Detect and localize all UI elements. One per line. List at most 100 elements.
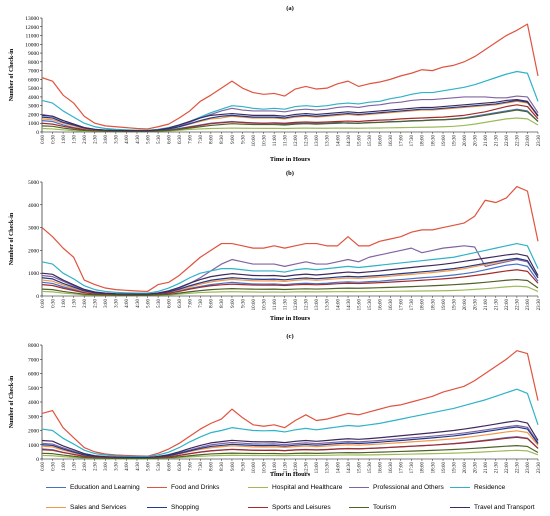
x-tick-label: 3:00 (104, 462, 109, 471)
x-tick-label: 16:30 (389, 135, 394, 147)
x-tick-label: 12:30 (305, 299, 310, 311)
series-line (41, 185, 539, 293)
y-tick-label: 0 (36, 130, 39, 136)
x-tick-label: 5:00 (146, 135, 151, 144)
legend-item: Residence (444, 479, 545, 495)
x-tick-label: 7:00 (189, 135, 194, 144)
x-tick-label: 19:00 (442, 462, 447, 474)
legend-item: Hospital and Healthcare (242, 479, 343, 495)
y-tick-label: 8000 (28, 343, 39, 349)
legend-swatch (450, 486, 470, 488)
x-tick-label: 17:00 (400, 299, 405, 311)
x-tick-label: 14:30 (347, 299, 352, 311)
x-tick-label: 5:30 (157, 299, 162, 308)
legend-label: Tourism (373, 503, 397, 511)
legend-item: Sales and Services (40, 499, 141, 515)
legend-swatch (349, 486, 369, 488)
x-tick-label: 22:00 (505, 299, 510, 311)
y-tick-label: 4000 (28, 95, 39, 101)
legend-item: Tourism (343, 499, 444, 515)
y-tick-label: 7000 (28, 69, 39, 75)
legend-swatch (46, 506, 66, 508)
chart-title: (a) (286, 5, 294, 12)
x-tick-label: 4:30 (136, 462, 141, 471)
x-tick-label: 1:30 (72, 135, 77, 144)
x-tick-label: 9:00 (231, 462, 236, 471)
x-tick-label: 3:00 (104, 299, 109, 308)
series-line (41, 70, 539, 131)
x-tick-label: 5:30 (157, 135, 162, 144)
y-tick-label: 1000 (28, 271, 39, 277)
x-tick-label: 20:30 (473, 135, 478, 147)
x-tick-label: 7:00 (189, 299, 194, 308)
x-tick-label: 22:00 (505, 462, 510, 474)
x-tick-label: 12:00 (294, 299, 299, 311)
y-tick-label: 1000 (28, 443, 39, 449)
x-tick-label: 10:00 (252, 299, 257, 311)
x-tick-label: 10:00 (252, 462, 257, 474)
x-tick-label: 13:30 (326, 462, 331, 474)
x-tick-label: 1:30 (72, 299, 77, 308)
x-tick-label: 21:30 (495, 462, 500, 474)
x-tick-label: 11:30 (284, 462, 289, 474)
x-tick-label: 6:00 (167, 299, 172, 308)
x-tick-label: 3:00 (104, 135, 109, 144)
x-tick-label: 15:00 (357, 299, 362, 311)
x-tick-label: 22:30 (516, 299, 521, 311)
legend-label: Sports and Leisures (272, 503, 331, 511)
y-tick-label: 2000 (28, 112, 39, 118)
x-tick-label: 2:30 (94, 135, 99, 144)
legend-swatch (450, 506, 470, 508)
x-tick-label: 21:00 (484, 462, 489, 474)
figure-canvas: (a) 0 1000 2000 3000 4000 5000 6000 7000 8000 9000… (9, 5, 542, 478)
x-tick-label: 4:00 (125, 135, 130, 144)
x-tick-label: 8:00 (210, 299, 215, 308)
x-tick-label: 10:30 (262, 135, 267, 147)
x-tick-label: 8:00 (210, 135, 215, 144)
x-tick-label: 21:30 (495, 135, 500, 147)
x-tick-label: 23:00 (526, 462, 531, 474)
x-tick-label: 23:30 (537, 462, 542, 474)
legend-label: Hospital and Healthcare (272, 483, 343, 491)
legend-item: Professional and Others (343, 479, 444, 495)
x-tick-label: 2:00 (83, 299, 88, 308)
x-tick-label: 14:00 (336, 299, 341, 311)
y-tick-label: 8000 (28, 60, 39, 66)
legend-item: Food and Drinks (141, 479, 242, 495)
x-tick-label: 4:00 (125, 462, 130, 471)
y-tick-label: 9000 (28, 51, 39, 57)
x-tick-label: 14:00 (336, 135, 341, 147)
x-tick-label: 23:30 (537, 299, 542, 311)
x-tick-label: 6:30 (178, 462, 183, 471)
x-tick-label: 18:00 (421, 299, 426, 311)
series-line (41, 242, 539, 294)
x-tick-label: 17:30 (410, 462, 415, 474)
y-tick-label: 5000 (28, 386, 39, 392)
x-tick-label: 8:30 (220, 299, 225, 308)
x-tick-label: 1:00 (62, 135, 67, 144)
x-tick-label: 8:00 (210, 462, 215, 471)
y-axis-label: Number of Check-in (9, 212, 15, 265)
x-tick-label: 4:00 (125, 299, 130, 308)
series-line (41, 245, 539, 295)
y-tick-label: 0 (36, 457, 39, 463)
x-tick-label: 6:00 (167, 462, 172, 471)
x-tick-label: 15:30 (368, 299, 373, 311)
x-tick-label: 0:00 (41, 462, 46, 471)
chart-legend: Education and Learning Food and Drinks H… (40, 479, 545, 515)
y-tick-label: 3000 (28, 226, 39, 232)
legend-item: Travel and Transport (444, 499, 545, 515)
x-tick-label: 18:30 (431, 135, 436, 147)
x-tick-label: 13:30 (326, 299, 331, 311)
x-tick-label: 21:30 (495, 299, 500, 311)
y-axis-label: Number of Check-in (9, 375, 15, 428)
legend-label: Education and Learning (70, 483, 140, 491)
x-tick-label: 18:30 (431, 299, 436, 311)
series-line (41, 278, 539, 296)
legend-label: Shopping (171, 503, 199, 511)
chart-panel: (c) 0 1000 2000 3000 4000 5000 6000 7000 8000 Numb… (9, 333, 542, 478)
y-tick-label: 5000 (28, 86, 39, 92)
x-tick-label: 14:00 (336, 462, 341, 474)
legend-item: Sports and Leisures (242, 499, 343, 515)
chart-panel: (a) 0 1000 2000 3000 4000 5000 6000 7000 8000 9000… (9, 5, 542, 163)
